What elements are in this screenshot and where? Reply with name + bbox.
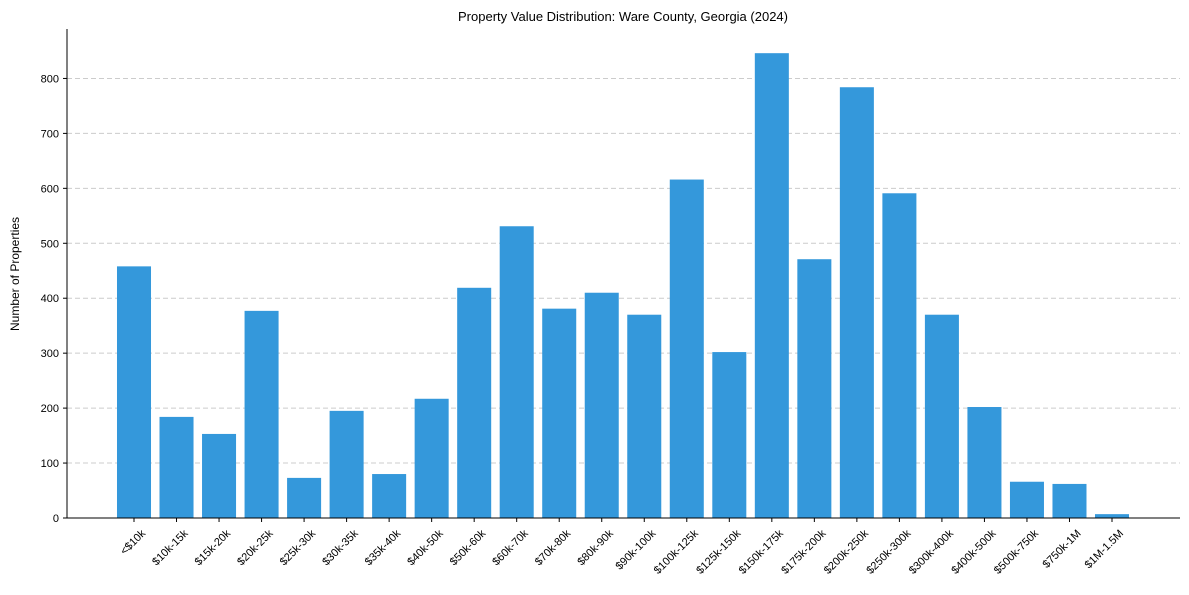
y-tick-label: 400	[41, 293, 59, 305]
x-tick-label: $80k-90k	[575, 527, 616, 568]
y-tick-label: 100	[41, 458, 59, 470]
y-tick-label: 500	[41, 238, 59, 250]
y-tick-label: 200	[41, 403, 59, 415]
x-tick-label: $200k-250k	[822, 527, 871, 576]
bar	[542, 308, 577, 518]
bar	[244, 310, 279, 518]
x-tick-label: $750k-1M	[1041, 528, 1084, 571]
gridlines	[67, 77, 1180, 464]
bar	[627, 314, 662, 518]
bar	[287, 477, 322, 518]
bar	[329, 410, 364, 518]
bar	[584, 292, 619, 518]
x-tick-label: $25k-30k	[278, 527, 319, 568]
x-tick-label: $1M-1.5M	[1083, 528, 1127, 572]
x-tick-label: $300k-400k	[907, 527, 956, 576]
x-tick-label: $400k-500k	[949, 527, 998, 576]
bar	[1009, 481, 1044, 518]
bar	[1052, 483, 1087, 518]
y-axis-label: Number of Properties	[8, 217, 22, 331]
bar	[499, 226, 534, 518]
x-tick-label: <$10k	[118, 527, 148, 557]
x-tick-label: $500k-750k	[992, 527, 1041, 576]
bar	[924, 314, 959, 518]
bar	[202, 433, 237, 518]
axes	[66, 29, 1180, 519]
x-tick-label: $10k-15k	[150, 527, 191, 568]
y-tick-label: 0	[53, 513, 59, 525]
x-tick-label: $50k-60k	[448, 527, 489, 568]
y-tick-label: 600	[41, 183, 59, 195]
x-tick-label: $250k-300k	[864, 527, 913, 576]
x-tick-label: $125k-150k	[694, 527, 743, 576]
bar	[1094, 514, 1130, 518]
bars	[116, 53, 1130, 519]
x-axis-ticks: <$10k $10k-15k $15k-20k $20k-25k $25k-30k $30…	[118, 518, 1126, 577]
x-tick-label: $175k-200k	[779, 527, 828, 576]
x-tick-label: $60k-70k	[490, 527, 531, 568]
x-tick-label: $70k-80k	[533, 527, 574, 568]
bar	[669, 179, 704, 519]
bar	[457, 287, 492, 518]
x-tick-label: $35k-40k	[363, 527, 404, 568]
x-tick-label: $90k-100k	[614, 527, 659, 572]
x-tick-label: $30k-35k	[320, 527, 361, 568]
bar	[967, 407, 1002, 518]
y-tick-label: 300	[41, 348, 59, 360]
bar	[159, 416, 194, 518]
x-tick-label: $100k-125k	[652, 527, 701, 576]
y-tick-label: 800	[41, 73, 59, 85]
bar	[797, 259, 832, 518]
x-tick-label: $15k-20k	[193, 527, 234, 568]
bar	[882, 193, 917, 518]
bar	[839, 87, 874, 519]
y-tick-label: 700	[41, 128, 59, 140]
bar	[712, 352, 747, 518]
bar	[754, 53, 789, 519]
y-axis-ticks: 0 100 200 300 400 500 600 700 800	[41, 73, 67, 525]
bar	[372, 474, 407, 518]
x-tick-label: $150k-175k	[737, 527, 786, 576]
bar	[116, 266, 152, 518]
bar	[414, 398, 449, 518]
x-tick-label: $40k-50k	[405, 527, 446, 568]
x-tick-label: $20k-25k	[235, 527, 276, 568]
chart-title: Property Value Distribution: Ware County…	[458, 9, 788, 24]
